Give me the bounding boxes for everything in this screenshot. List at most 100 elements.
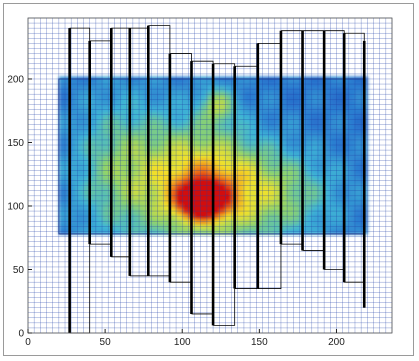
heat-cell	[194, 157, 202, 164]
heat-cell	[293, 178, 301, 184]
heat-cell	[120, 127, 128, 133]
heat-cell	[243, 157, 251, 164]
heat-cell	[237, 81, 245, 88]
heat-cell	[139, 86, 146, 93]
heat-cell	[237, 208, 245, 215]
heat-cell	[354, 172, 362, 179]
heat-cell	[89, 172, 97, 179]
heat-cell	[287, 198, 294, 205]
heat-cell	[83, 228, 91, 235]
heat-cell	[95, 142, 103, 149]
heat-cell	[354, 147, 362, 154]
heat-cell	[280, 122, 288, 128]
heat-cell	[139, 147, 146, 154]
heat-cell	[324, 137, 331, 144]
heat-cell	[120, 167, 128, 174]
heat-cell	[58, 188, 66, 194]
heat-cell	[83, 223, 91, 230]
heat-cell	[182, 106, 190, 113]
heat-cell	[176, 106, 183, 113]
heat-cell	[305, 203, 313, 210]
heat-cell	[330, 172, 338, 179]
heat-cell	[200, 142, 208, 149]
heat-cell	[237, 183, 245, 189]
heat-cell	[219, 132, 227, 138]
heat-cell	[151, 86, 159, 93]
heat-cell	[139, 162, 146, 169]
heat-cell	[354, 137, 362, 144]
heat-cell	[102, 117, 109, 123]
heat-cell	[330, 223, 338, 230]
heat-cell	[274, 127, 282, 133]
heat-cell	[354, 127, 362, 133]
heat-cell	[317, 157, 325, 164]
heat-cell	[194, 152, 202, 159]
heat-cell	[354, 81, 362, 88]
heat-cell	[268, 172, 276, 179]
heat-cell	[237, 137, 245, 144]
heat-cell	[268, 203, 276, 210]
heat-cell	[176, 117, 183, 123]
heat-cell	[262, 183, 270, 189]
heat-cell	[95, 183, 103, 189]
heat-cell	[237, 117, 245, 123]
heat-cell	[336, 152, 344, 159]
heat-cell	[256, 213, 264, 220]
heat-cell	[342, 152, 350, 159]
heat-cell	[194, 111, 202, 118]
heat-cell	[206, 152, 214, 159]
heat-cell	[243, 223, 251, 230]
heat-cell	[250, 106, 257, 113]
heat-cell	[95, 147, 103, 154]
heat-cell	[163, 147, 171, 154]
heat-cell	[120, 198, 128, 205]
heat-cell	[250, 152, 257, 159]
heat-cell	[250, 223, 257, 230]
heat-cell	[102, 101, 109, 108]
heat-cell	[274, 86, 282, 93]
heat-cell	[151, 167, 159, 174]
heat-cell	[77, 117, 85, 123]
heat-cell	[77, 172, 85, 179]
heat-cell	[219, 167, 227, 174]
heat-cell	[311, 172, 319, 179]
heat-cell	[268, 111, 276, 118]
heat-cell	[194, 91, 202, 98]
heat-cell	[169, 147, 177, 154]
heat-cell	[102, 198, 109, 205]
heat-cell	[324, 188, 331, 194]
heat-cell	[102, 167, 109, 174]
heat-cell	[83, 203, 91, 210]
heat-cell	[330, 208, 338, 215]
heat-cell	[206, 111, 214, 118]
heat-cell	[120, 157, 128, 164]
heat-cell	[324, 81, 331, 88]
heat-cell	[77, 137, 85, 144]
heat-cell	[89, 137, 97, 144]
heat-cell	[342, 198, 350, 205]
heat-cell	[71, 152, 78, 159]
heat-cell	[256, 127, 264, 133]
heat-cell	[132, 111, 140, 118]
heat-cell	[330, 167, 338, 174]
heat-cell	[342, 132, 350, 138]
heat-cell	[132, 213, 140, 220]
heat-cell	[102, 142, 109, 149]
heat-cell	[132, 188, 140, 194]
heat-cell	[176, 91, 183, 98]
heat-cell	[336, 132, 344, 138]
heat-cell	[89, 111, 97, 118]
heat-cell	[206, 81, 214, 88]
heat-cell	[219, 228, 227, 235]
heat-cell	[354, 86, 362, 93]
heat-cell	[293, 137, 301, 144]
heat-cell	[274, 117, 282, 123]
heat-cell	[58, 142, 66, 149]
heat-cell	[114, 106, 122, 113]
heat-cell	[77, 86, 85, 93]
heat-cell	[287, 213, 294, 220]
heat-cell	[293, 127, 301, 133]
heat-cell	[293, 117, 301, 123]
heat-cell	[89, 122, 97, 128]
heat-cell	[243, 91, 251, 98]
